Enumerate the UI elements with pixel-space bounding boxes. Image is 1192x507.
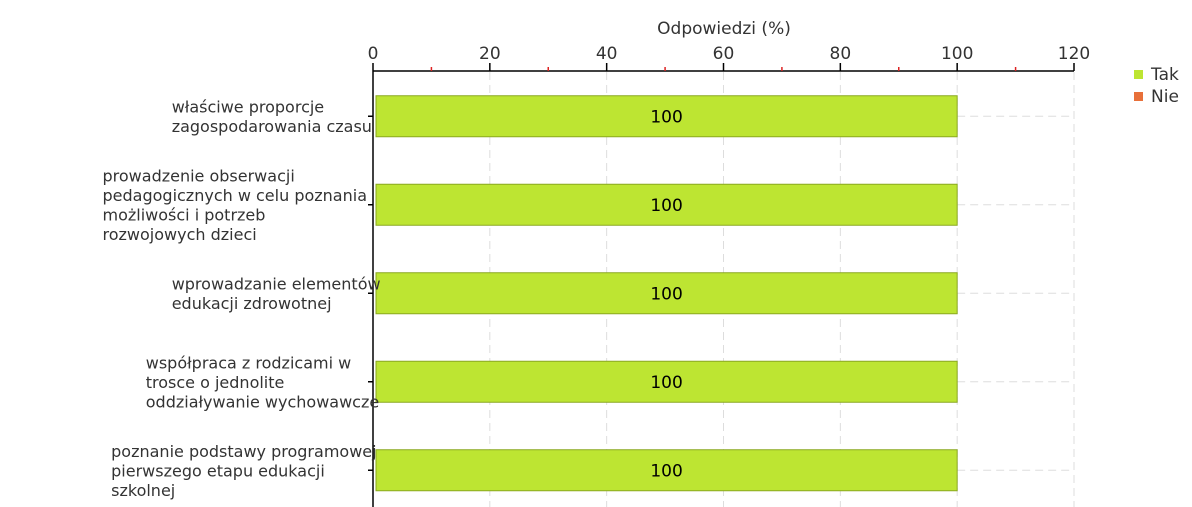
bar-value-label: 100 xyxy=(650,284,682,304)
x-axis-title: Odpowiedzi (%) xyxy=(657,19,791,39)
category-label-line: pierwszego etapu edukacji xyxy=(111,461,325,480)
legend-swatch xyxy=(1134,70,1143,79)
category-label-line: współpraca z rodzicami w xyxy=(146,353,351,372)
x-tick-label: 40 xyxy=(596,44,618,64)
category-label: właściwe proporcje zagospodarowania czasu xyxy=(172,98,372,137)
grid-lines xyxy=(489,72,1075,507)
bar-tak xyxy=(375,272,958,315)
legend-swatch xyxy=(1134,92,1143,101)
x-tick-label: 60 xyxy=(713,44,735,64)
bar-tak xyxy=(375,360,958,403)
category-label-line: szkolnej xyxy=(111,481,175,500)
bar-tak xyxy=(375,95,958,138)
category-label-line: edukacji zdrowotnej xyxy=(172,294,332,313)
bar-tak xyxy=(375,183,958,226)
bar-value-label: 100 xyxy=(650,107,682,127)
category-label-line: prowadzenie obserwacji xyxy=(103,167,295,186)
x-tick-label: 100 xyxy=(941,44,973,64)
bar-value-label: 100 xyxy=(650,196,682,216)
x-tick-label: 0 xyxy=(368,44,379,64)
category-label-line: właściwe proporcje xyxy=(172,98,324,117)
bar-value-label: 100 xyxy=(650,373,682,393)
category-label-line: poznanie podstawy programowej xyxy=(111,442,376,461)
category-label-line: pedagogicznych w celu poznania xyxy=(103,186,368,205)
x-ticks: 0 20 40 60 80 100 120 xyxy=(368,44,1090,71)
x-tick-label: 20 xyxy=(479,44,501,64)
category-label-line: trosce o jednolite xyxy=(146,373,285,392)
category-label-line: możliwości i potrzeb xyxy=(103,206,266,225)
x-tick-label: 120 xyxy=(1058,44,1090,64)
category-label: współpraca z rodzicami w trosce o jednoli… xyxy=(146,353,379,411)
bar-tak xyxy=(375,449,958,492)
legend-label: Tak xyxy=(1150,65,1179,85)
x-tick-label: 80 xyxy=(830,44,852,64)
category-label-line: oddziaływanie wychowawcze xyxy=(146,392,379,411)
category-label-line: wprowadzanie elementów xyxy=(172,275,381,294)
category-labels: właściwe proporcje zagospodarowania czasu… xyxy=(103,98,381,500)
legend-label: Nie xyxy=(1151,87,1179,107)
category-label-line: zagospodarowania czasu xyxy=(172,117,372,136)
category-label: wprowadzanie elementów edukacji zdrowotne… xyxy=(172,275,381,314)
category-label: poznanie podstawy programowej pierwszego … xyxy=(111,442,376,500)
category-label: prowadzenie obserwacji pedagogicznych w c… xyxy=(103,167,368,245)
category-label-line: rozwojowych dzieci xyxy=(103,225,257,244)
bars: 100 100 100 100 100 xyxy=(375,95,958,492)
bar-value-label: 100 xyxy=(650,461,682,481)
